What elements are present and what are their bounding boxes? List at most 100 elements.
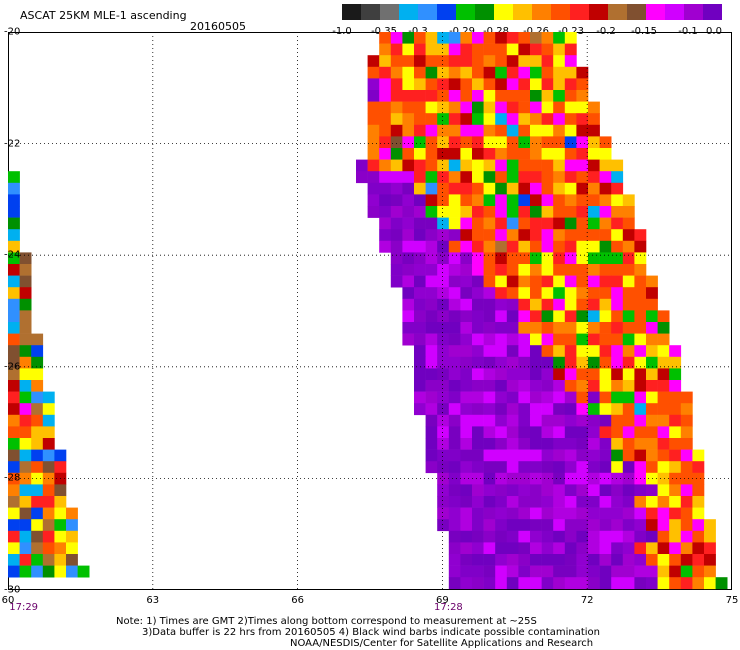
swath-cell — [414, 66, 426, 79]
swath-cell — [530, 55, 542, 68]
swath-cell — [506, 426, 519, 439]
swath-cell — [483, 507, 496, 520]
swath-cell — [31, 472, 44, 485]
swath-cell — [448, 159, 461, 172]
swath-cell — [576, 496, 589, 508]
swath-cell — [460, 414, 473, 427]
swath-cell — [472, 519, 484, 532]
swath-cell — [472, 113, 484, 126]
swath-cell — [414, 298, 426, 311]
swath-cell — [495, 148, 508, 160]
swath-cell — [448, 438, 461, 450]
swath-cell — [19, 414, 32, 427]
swath-cell — [599, 438, 612, 450]
swath-cell — [8, 414, 20, 427]
swath-cell — [66, 565, 78, 578]
swath-cell — [553, 275, 566, 288]
swath-cell — [692, 484, 705, 497]
swath-cell — [472, 55, 484, 68]
swath-cell — [472, 356, 484, 369]
swath-cell — [541, 310, 554, 323]
swath-cell — [518, 368, 531, 381]
swath-cell — [379, 101, 392, 114]
swath-cell — [437, 252, 450, 265]
swath-cell — [42, 403, 55, 416]
swath-cell — [518, 426, 531, 439]
swath-cell — [553, 66, 566, 79]
swath-cell — [506, 322, 519, 334]
swath-cell — [390, 148, 403, 160]
swath-cell — [611, 310, 624, 323]
swath-cell — [680, 391, 693, 404]
swath-cell — [495, 519, 508, 532]
swath-cell — [530, 148, 542, 160]
swath-cell — [518, 113, 531, 126]
swath-cell — [472, 287, 484, 300]
swath-cell — [483, 148, 496, 160]
swath-cell — [657, 333, 670, 346]
swath-cell — [31, 426, 44, 439]
swath-cell — [588, 171, 600, 184]
swath-cell — [42, 507, 55, 520]
swath-cell — [518, 66, 531, 79]
swath-cell — [541, 66, 554, 79]
swath-cell — [19, 472, 32, 485]
swath-cell — [31, 438, 44, 450]
swath-cell — [448, 90, 461, 102]
swath-cell — [8, 206, 20, 218]
swath-cell — [622, 403, 635, 416]
swath-cell — [495, 368, 508, 381]
swath-cell — [367, 136, 380, 149]
swath-cell — [576, 275, 589, 288]
swath-cell — [425, 333, 438, 346]
swath-cell — [564, 229, 577, 242]
swath-cell — [622, 345, 635, 358]
swath-cell — [553, 194, 566, 207]
swath-cell — [657, 496, 670, 508]
swath-cell — [437, 206, 450, 218]
swath-cell — [518, 577, 531, 590]
swath-cell — [367, 182, 380, 195]
swath-cell — [472, 275, 484, 288]
swath-cell — [483, 461, 496, 474]
swath-cell — [564, 554, 577, 566]
swath-cell — [541, 530, 554, 543]
swath-cell — [576, 403, 589, 416]
swath-cell — [483, 78, 496, 91]
swath-cell — [588, 449, 600, 462]
swath-cell — [622, 310, 635, 323]
swath-cell — [564, 519, 577, 532]
swath-cell — [646, 310, 658, 323]
swath-cell — [31, 484, 44, 497]
swath-cell — [530, 113, 542, 126]
swath-cell — [564, 136, 577, 149]
swath-cell — [518, 496, 531, 508]
swath-cell — [506, 542, 519, 555]
swath-cell — [506, 194, 519, 207]
swath-cell — [518, 391, 531, 404]
swath-cell — [483, 194, 496, 207]
swath-cell — [495, 472, 508, 485]
swath-cell — [564, 32, 577, 44]
time-label: 17:28 — [433, 602, 463, 613]
longitude-tick-label: 72 — [580, 595, 594, 606]
swath-cell — [495, 159, 508, 172]
swath-cell — [414, 403, 426, 416]
swath-cell — [564, 78, 577, 91]
swath-cell — [19, 426, 32, 439]
swath-cell — [460, 78, 473, 91]
swath-cell — [425, 148, 438, 160]
swath-cell — [460, 148, 473, 160]
swath-cell — [599, 472, 612, 485]
swath-cell — [599, 287, 612, 300]
swath-cell — [622, 264, 635, 276]
swath-cell — [657, 403, 670, 416]
swath-cell — [599, 507, 612, 520]
swath-cell — [483, 542, 496, 555]
swath-cell — [564, 496, 577, 508]
swath-cell — [472, 252, 484, 265]
swath-cell — [495, 577, 508, 590]
swath-cell — [66, 519, 78, 532]
swath-cell — [19, 264, 32, 276]
swath-cell — [437, 217, 450, 230]
